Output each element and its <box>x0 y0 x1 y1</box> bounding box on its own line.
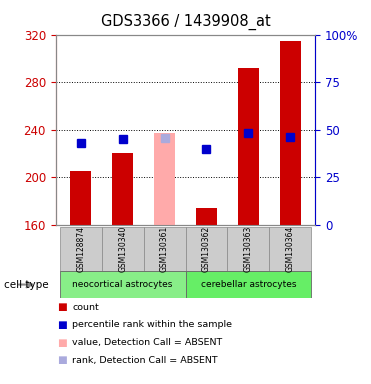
Bar <box>60 227 102 271</box>
Bar <box>186 227 227 271</box>
Text: ■: ■ <box>58 302 67 312</box>
Text: GSM128874: GSM128874 <box>76 225 85 271</box>
Text: ■: ■ <box>58 320 67 330</box>
Text: GSM130340: GSM130340 <box>118 225 127 272</box>
Text: rank, Detection Call = ABSENT: rank, Detection Call = ABSENT <box>72 356 218 365</box>
Bar <box>112 153 133 225</box>
Bar <box>269 227 311 271</box>
Text: GSM130363: GSM130363 <box>244 225 253 272</box>
Text: GSM130361: GSM130361 <box>160 225 169 272</box>
Text: cerebellar astrocytes: cerebellar astrocytes <box>201 280 296 289</box>
Bar <box>196 208 217 225</box>
Text: GSM130364: GSM130364 <box>286 225 295 272</box>
Text: ■: ■ <box>58 355 67 365</box>
Bar <box>70 171 91 225</box>
Bar <box>238 68 259 225</box>
Text: cell type: cell type <box>4 280 48 290</box>
Text: GSM130362: GSM130362 <box>202 225 211 272</box>
Text: ■: ■ <box>58 338 67 348</box>
Text: neocortical astrocytes: neocortical astrocytes <box>72 280 173 289</box>
Text: count: count <box>72 303 99 312</box>
Text: GDS3366 / 1439908_at: GDS3366 / 1439908_at <box>101 13 270 30</box>
Bar <box>60 271 186 298</box>
Bar <box>154 133 175 225</box>
Bar <box>144 227 186 271</box>
Bar <box>280 40 301 225</box>
Text: percentile rank within the sample: percentile rank within the sample <box>72 320 232 329</box>
Bar <box>102 227 144 271</box>
Bar <box>227 227 269 271</box>
Bar <box>186 271 311 298</box>
Text: value, Detection Call = ABSENT: value, Detection Call = ABSENT <box>72 338 223 347</box>
